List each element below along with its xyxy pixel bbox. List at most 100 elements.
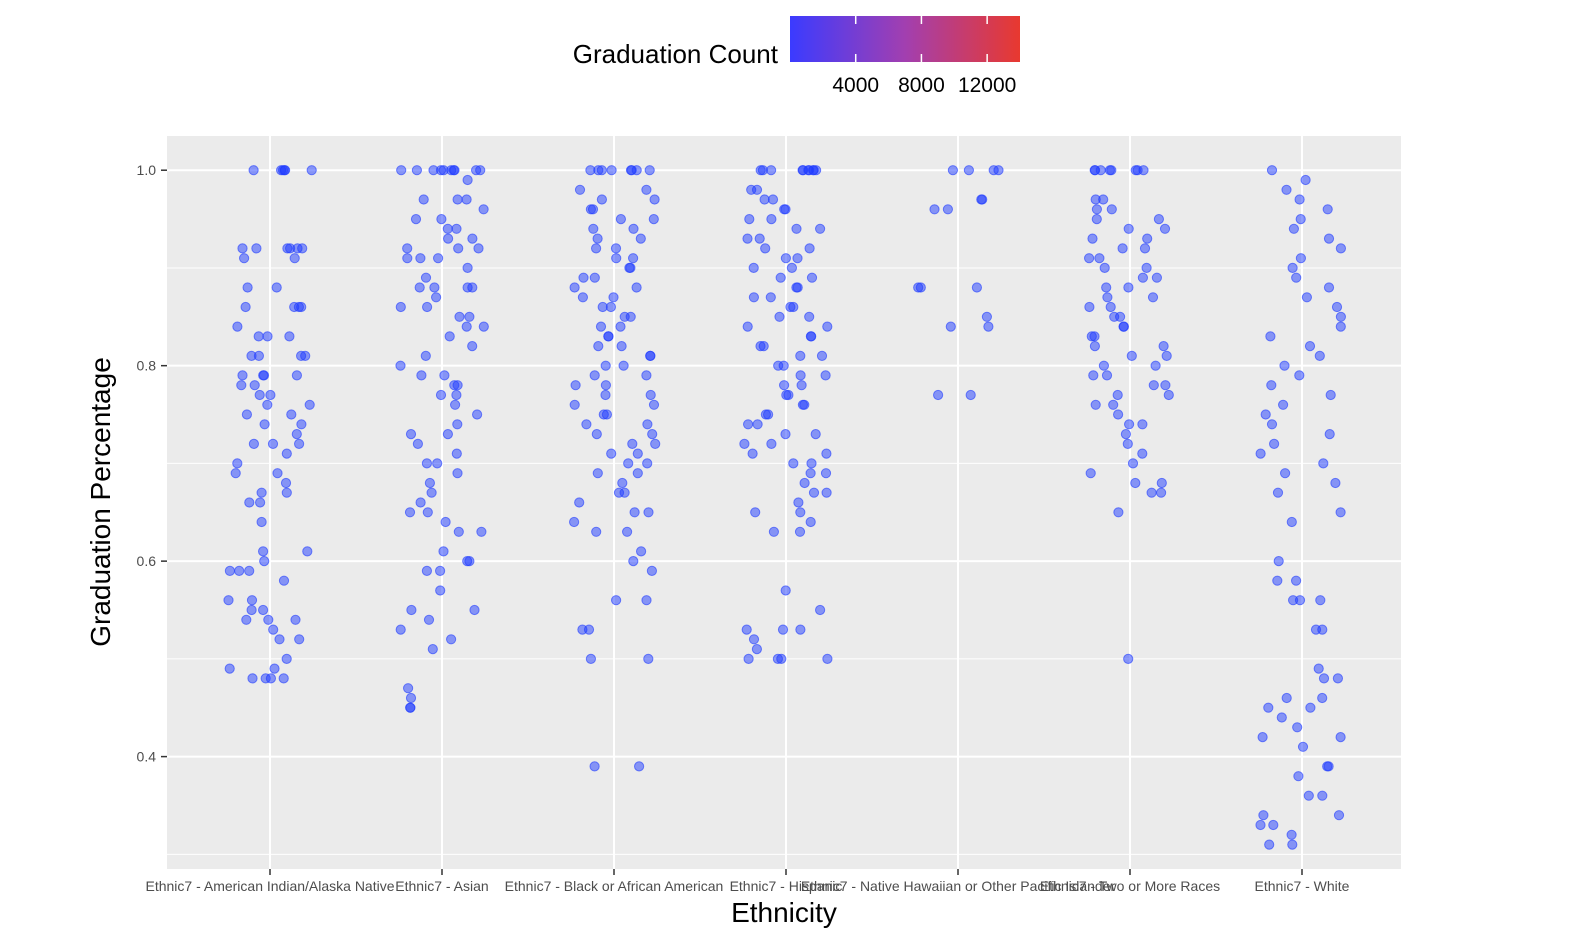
data-point bbox=[1120, 429, 1132, 440]
data-point bbox=[420, 272, 432, 283]
data-point bbox=[822, 321, 833, 332]
data-point bbox=[433, 253, 444, 264]
y-tick-label: 0.6 bbox=[137, 553, 157, 569]
data-point bbox=[274, 634, 285, 645]
data-point bbox=[1153, 214, 1165, 225]
data-point bbox=[239, 253, 250, 264]
data-point bbox=[606, 165, 617, 176]
data-point bbox=[1335, 243, 1347, 254]
data-point bbox=[471, 165, 482, 176]
data-point bbox=[781, 389, 792, 401]
data-point bbox=[748, 292, 760, 303]
data-point bbox=[1335, 732, 1346, 743]
data-point bbox=[608, 292, 619, 303]
data-point bbox=[810, 429, 821, 440]
data-point bbox=[627, 438, 638, 449]
data-point bbox=[1113, 409, 1124, 420]
data-point bbox=[1124, 419, 1135, 430]
data-point bbox=[1273, 556, 1284, 567]
data-point bbox=[464, 311, 475, 322]
data-point bbox=[1101, 282, 1112, 293]
data-point bbox=[237, 370, 248, 381]
data-point bbox=[1286, 516, 1297, 528]
data-point bbox=[443, 233, 454, 244]
data-point bbox=[258, 546, 269, 557]
data-point bbox=[1325, 389, 1336, 401]
data-point bbox=[395, 360, 406, 371]
data-point bbox=[933, 389, 944, 401]
data-point bbox=[795, 507, 806, 518]
data-point bbox=[785, 301, 796, 313]
data-point bbox=[1122, 438, 1133, 449]
data-point bbox=[647, 429, 658, 440]
data-point bbox=[1269, 438, 1280, 449]
data-point bbox=[1294, 595, 1306, 606]
data-point bbox=[230, 468, 241, 479]
data-point bbox=[1147, 292, 1159, 303]
data-point bbox=[1104, 165, 1116, 176]
data-point bbox=[435, 389, 447, 401]
data-point bbox=[1335, 311, 1347, 322]
data-point bbox=[1291, 272, 1302, 283]
data-point bbox=[747, 448, 758, 459]
data-point bbox=[462, 262, 473, 273]
data-point bbox=[432, 458, 443, 469]
data-point bbox=[645, 350, 656, 361]
data-point bbox=[808, 487, 820, 498]
data-point bbox=[578, 272, 589, 283]
data-point bbox=[280, 477, 292, 489]
data-point bbox=[611, 253, 622, 264]
data-point bbox=[1137, 448, 1148, 459]
data-point bbox=[613, 487, 625, 498]
data-point bbox=[611, 595, 622, 606]
data-point bbox=[592, 468, 603, 479]
data-point bbox=[1324, 429, 1335, 440]
data-point bbox=[1085, 468, 1096, 479]
data-point bbox=[306, 165, 317, 176]
data-point bbox=[294, 634, 305, 645]
data-point bbox=[255, 497, 266, 508]
y-tick-label: 1.0 bbox=[137, 162, 157, 178]
data-point bbox=[1089, 341, 1101, 352]
data-point bbox=[271, 282, 282, 293]
data-point bbox=[248, 165, 259, 176]
data-point bbox=[929, 204, 940, 215]
data-point bbox=[1123, 653, 1134, 665]
data-point bbox=[256, 516, 267, 528]
data-point bbox=[742, 321, 753, 332]
data-point bbox=[1323, 282, 1335, 293]
plot-panel bbox=[167, 136, 1401, 869]
data-point bbox=[1276, 712, 1287, 723]
data-point bbox=[587, 204, 599, 215]
data-point bbox=[743, 653, 754, 665]
data-point bbox=[414, 282, 425, 293]
data-point bbox=[600, 389, 611, 401]
data-point bbox=[1272, 487, 1284, 498]
data-point bbox=[799, 399, 810, 410]
data-point bbox=[1266, 380, 1277, 391]
data-point bbox=[649, 194, 660, 205]
data-point bbox=[793, 497, 804, 508]
y-axis-title: Graduation Percentage bbox=[85, 357, 116, 647]
data-point bbox=[780, 204, 791, 215]
data-point bbox=[1268, 819, 1279, 831]
data-point bbox=[247, 673, 258, 684]
data-point bbox=[444, 331, 455, 342]
data-point bbox=[403, 683, 414, 694]
data-point bbox=[452, 194, 463, 205]
data-point bbox=[265, 389, 276, 401]
data-point bbox=[624, 262, 635, 273]
data-point bbox=[643, 653, 654, 665]
data-point bbox=[947, 165, 959, 176]
data-point bbox=[1106, 204, 1117, 215]
data-point bbox=[396, 165, 407, 176]
data-point bbox=[442, 429, 453, 440]
data-point bbox=[748, 262, 759, 273]
data-point bbox=[304, 399, 315, 410]
data-point bbox=[597, 301, 608, 313]
data-point bbox=[1098, 194, 1109, 205]
data-point bbox=[473, 243, 484, 254]
data-point bbox=[1265, 331, 1276, 342]
data-point bbox=[262, 331, 273, 342]
data-point bbox=[628, 556, 639, 567]
